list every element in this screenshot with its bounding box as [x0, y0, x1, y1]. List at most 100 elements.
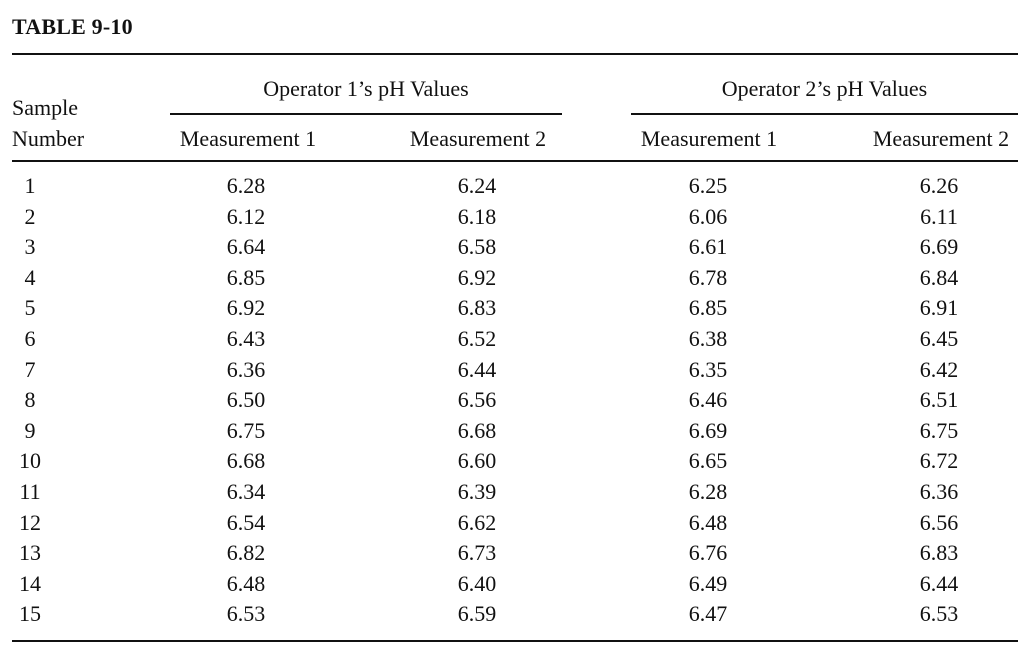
- op2-measurement-1-cell: 6.46: [688, 387, 728, 413]
- sample-number-cell: 4: [24, 264, 36, 290]
- sample-number-cell: 7: [24, 356, 36, 382]
- op1-measurement-2-cell: 6.44: [457, 356, 497, 382]
- op1-measurement-2-cell: 6.56: [457, 387, 497, 413]
- op1-measurement-1-cell: 6.85: [226, 264, 266, 290]
- op1-measurement-2-cell: 6.58: [457, 234, 497, 260]
- op2-measurement-2-cell: 6.36: [919, 478, 959, 504]
- op1-measurement-2-cell: 6.92: [457, 264, 497, 290]
- sample-number-cell: 14: [19, 570, 41, 596]
- op2-measurement-1-cell: 6.47: [688, 601, 728, 627]
- op2-measurement-2-cell: 6.26: [919, 173, 959, 198]
- op1-measurement-1-cell: 6.54: [226, 509, 266, 535]
- op2-measurement-2-cell: 6.42: [919, 356, 959, 382]
- table-body: 1 6.28 6.24 6.25 6.26 2 6.12 6.18 6.06 6…: [0, 171, 1031, 630]
- sample-number-cell: 6: [24, 325, 36, 351]
- top-rule: [12, 53, 1018, 55]
- op1-measurement-2-cell: 6.52: [457, 325, 497, 351]
- sample-number-cell: 11: [19, 478, 41, 504]
- op2-measurement-1-cell: 6.25: [688, 173, 728, 198]
- sample-number-header-line-2: Number: [12, 126, 85, 151]
- header-rule: [12, 160, 1018, 162]
- table-row: 12 6.54 6.62 6.48 6.56: [0, 508, 1031, 539]
- operator-2-group-header: Operator 2’s pH Values: [721, 76, 928, 101]
- column-header-op2-measurement-2: Measurement 2: [872, 126, 1010, 151]
- op1-measurement-1-cell: 6.43: [226, 325, 266, 351]
- sample-number-cell: 12: [19, 509, 41, 535]
- table-row: 2 6.12 6.18 6.06 6.11: [0, 202, 1031, 233]
- column-header-op2-measurement-1: Measurement 1: [640, 126, 778, 151]
- column-header-op1-measurement-1: Measurement 1: [179, 126, 317, 151]
- table-row: 14 6.48 6.40 6.49 6.44: [0, 569, 1031, 600]
- op1-measurement-1-cell: 6.82: [226, 540, 266, 566]
- op2-measurement-1-cell: 6.49: [688, 570, 728, 596]
- table-row: 7 6.36 6.44 6.35 6.42: [0, 355, 1031, 386]
- op2-measurement-2-cell: 6.72: [919, 448, 959, 474]
- op2-measurement-1-cell: 6.06: [688, 203, 728, 229]
- op1-measurement-2-cell: 6.18: [457, 203, 497, 229]
- operator-1-header-rule: [170, 113, 562, 115]
- table-row: 10 6.68 6.60 6.65 6.72: [0, 446, 1031, 477]
- op2-measurement-1-cell: 6.28: [688, 478, 728, 504]
- op2-measurement-2-cell: 6.53: [919, 601, 959, 627]
- op2-measurement-2-cell: 6.83: [919, 540, 959, 566]
- op1-measurement-2-cell: 6.24: [457, 173, 497, 198]
- op2-measurement-1-cell: 6.65: [688, 448, 728, 474]
- op1-measurement-2-cell: 6.60: [457, 448, 497, 474]
- operator-2-header-rule: [631, 113, 1018, 115]
- op2-measurement-2-cell: 6.11: [920, 203, 958, 229]
- op2-measurement-1-cell: 6.69: [688, 417, 728, 443]
- op1-measurement-1-cell: 6.92: [226, 295, 266, 321]
- table-row: 5 6.92 6.83 6.85 6.91: [0, 293, 1031, 324]
- op1-measurement-1-cell: 6.48: [226, 570, 266, 596]
- op1-measurement-1-cell: 6.75: [226, 417, 266, 443]
- op2-measurement-2-cell: 6.75: [919, 417, 959, 443]
- op1-measurement-2-cell: 6.39: [457, 478, 497, 504]
- table-row: 11 6.34 6.39 6.28 6.36: [0, 477, 1031, 508]
- sample-number-header-line-1: Sample: [12, 95, 78, 120]
- table-row: 8 6.50 6.56 6.46 6.51: [0, 385, 1031, 416]
- bottom-rule: [12, 640, 1018, 642]
- op1-measurement-2-cell: 6.62: [457, 509, 497, 535]
- op2-measurement-2-cell: 6.56: [919, 509, 959, 535]
- sample-number-cell: 8: [24, 387, 36, 413]
- op2-measurement-1-cell: 6.78: [688, 264, 728, 290]
- table-row: 1 6.28 6.24 6.25 6.26: [0, 171, 1031, 202]
- op1-measurement-2-cell: 6.73: [457, 540, 497, 566]
- op1-measurement-2-cell: 6.83: [457, 295, 497, 321]
- op1-measurement-1-cell: 6.53: [226, 601, 266, 627]
- op1-measurement-2-cell: 6.40: [457, 570, 497, 596]
- table-row: 15 6.53 6.59 6.47 6.53: [0, 599, 1031, 630]
- op1-measurement-1-cell: 6.28: [226, 173, 266, 198]
- sample-number-cell: 2: [24, 203, 36, 229]
- table-row: 9 6.75 6.68 6.69 6.75: [0, 416, 1031, 447]
- op2-measurement-1-cell: 6.61: [688, 234, 728, 260]
- op2-measurement-1-cell: 6.85: [688, 295, 728, 321]
- op2-measurement-2-cell: 6.45: [919, 325, 959, 351]
- op2-measurement-1-cell: 6.76: [688, 540, 728, 566]
- op1-measurement-1-cell: 6.50: [226, 387, 266, 413]
- op1-measurement-1-cell: 6.64: [226, 234, 266, 260]
- op2-measurement-1-cell: 6.35: [688, 356, 728, 382]
- sample-number-cell: 13: [19, 540, 41, 566]
- op2-measurement-2-cell: 6.44: [919, 570, 959, 596]
- sample-number-cell: 3: [24, 234, 36, 260]
- op2-measurement-2-cell: 6.84: [919, 264, 959, 290]
- sample-number-cell: 10: [19, 448, 41, 474]
- table-row: 13 6.82 6.73 6.76 6.83: [0, 538, 1031, 569]
- op2-measurement-1-cell: 6.38: [688, 325, 728, 351]
- op1-measurement-1-cell: 6.36: [226, 356, 266, 382]
- operator-1-group-header: Operator 1’s pH Values: [263, 76, 469, 101]
- table-row: 3 6.64 6.58 6.61 6.69: [0, 232, 1031, 263]
- table-row: 4 6.85 6.92 6.78 6.84: [0, 263, 1031, 294]
- table-title: TABLE 9-10: [12, 14, 133, 39]
- op1-measurement-2-cell: 6.68: [457, 417, 497, 443]
- op2-measurement-2-cell: 6.69: [919, 234, 959, 260]
- op1-measurement-1-cell: 6.34: [226, 478, 266, 504]
- op2-measurement-2-cell: 6.91: [919, 295, 959, 321]
- sample-number-cell: 15: [19, 601, 41, 627]
- op2-measurement-2-cell: 6.51: [919, 387, 959, 413]
- op1-measurement-1-cell: 6.68: [226, 448, 266, 474]
- column-header-op1-measurement-2: Measurement 2: [409, 126, 547, 151]
- op1-measurement-2-cell: 6.59: [457, 601, 497, 627]
